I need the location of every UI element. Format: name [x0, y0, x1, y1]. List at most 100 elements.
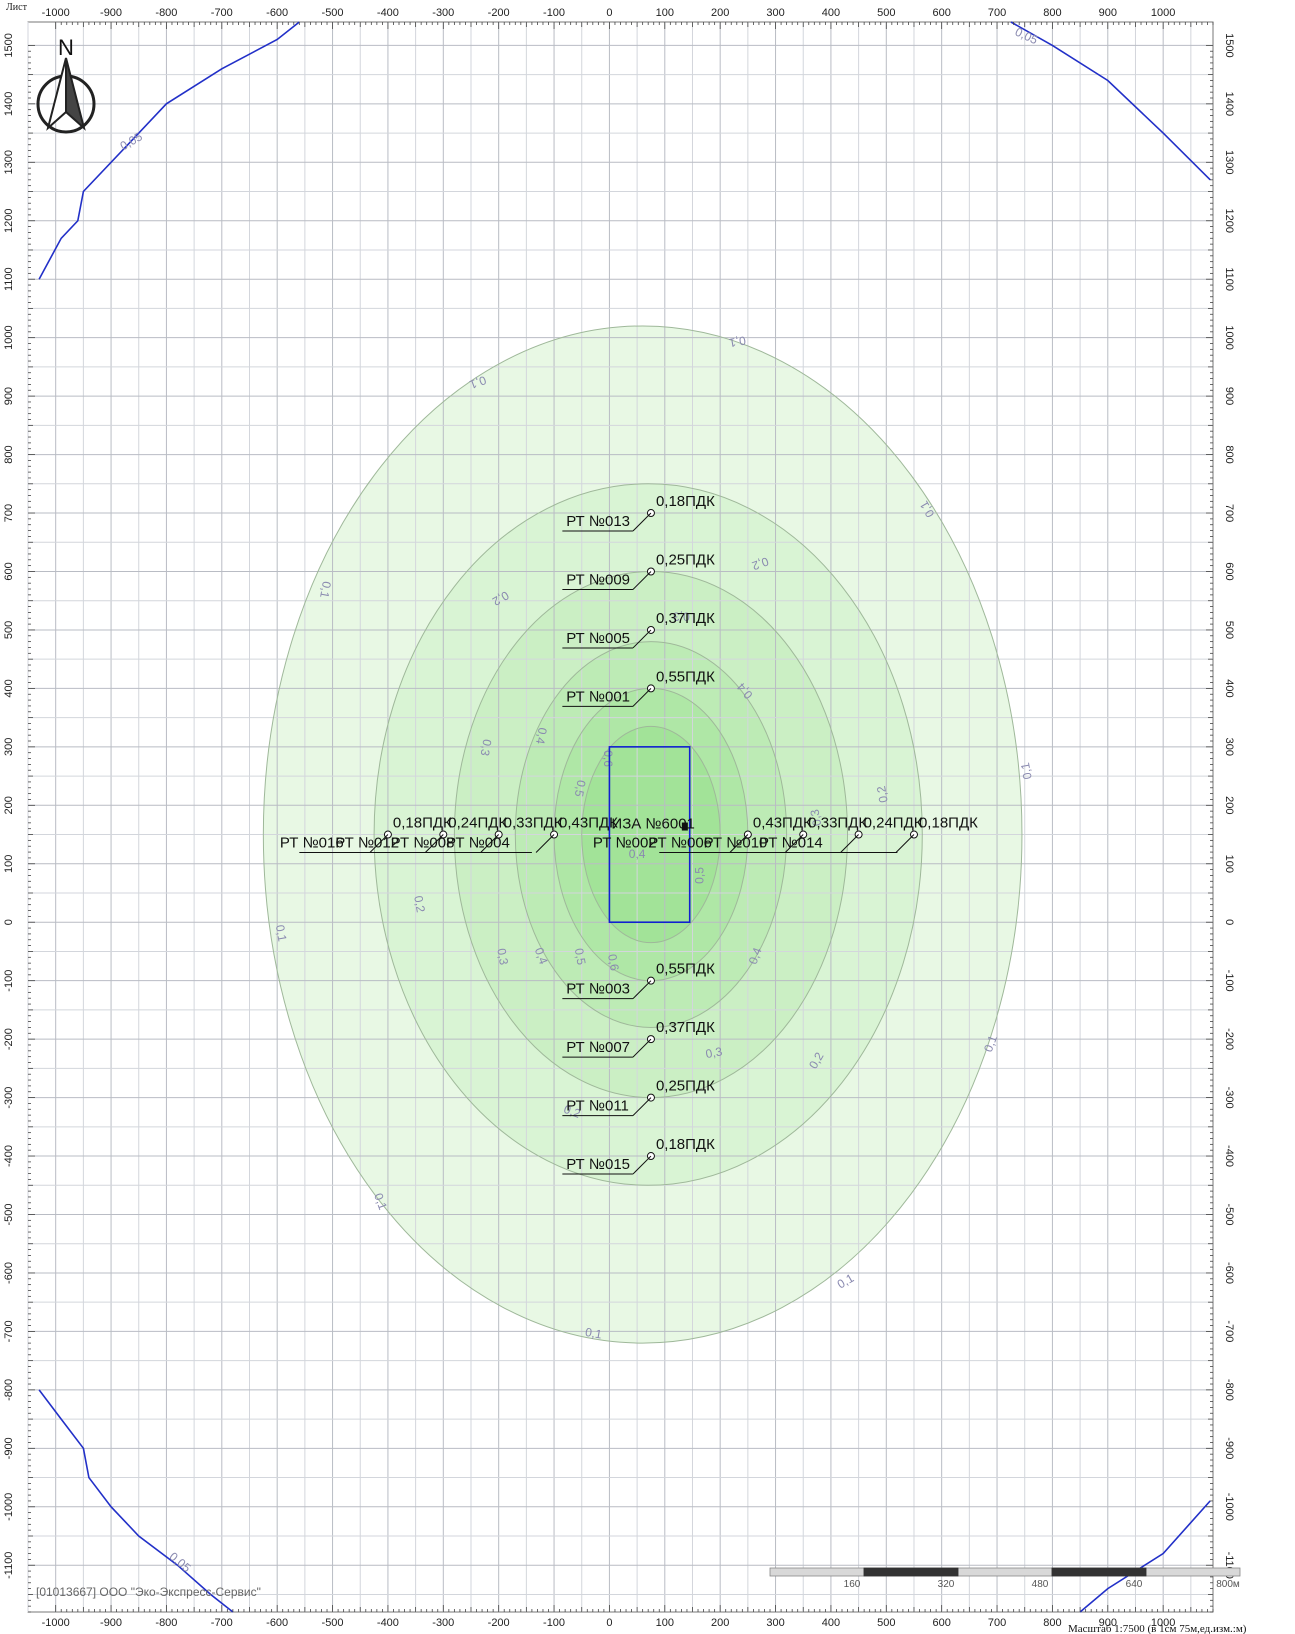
y-tick-left: -400	[3, 1145, 15, 1167]
y-tick-right: 1500	[1223, 33, 1235, 57]
y-tick-left: -1000	[3, 1493, 15, 1521]
isoline-label: 0,5	[693, 867, 707, 884]
scale-segment-light	[957, 1567, 1053, 1577]
x-tick-top: 0	[606, 7, 612, 19]
x-tick-bottom: -300	[432, 1617, 454, 1629]
y-tick-left: 1300	[3, 150, 15, 174]
y-tick-right: -400	[1223, 1145, 1235, 1167]
calc-point-value: 0,43ПДК	[559, 815, 618, 832]
scale-segment-dark	[1051, 1567, 1147, 1577]
calc-point[interactable]: РТ №005 0,37ПДК	[562, 610, 715, 649]
isoline-label: 0,05	[167, 1549, 194, 1575]
calc-point-value: 0,25ПДК	[656, 551, 715, 568]
y-tick-right: 600	[1223, 562, 1235, 580]
leader-diag	[895, 834, 915, 853]
scale-label: 320	[938, 1579, 955, 1590]
calc-point[interactable]: РТ №010 0,24ПДК	[704, 815, 923, 853]
y-tick-left: -300	[3, 1087, 15, 1109]
source-outline[interactable]	[608, 746, 691, 924]
calc-point-id: РТ №011	[566, 1098, 629, 1115]
x-tick-top: 600	[932, 7, 950, 19]
calc-point-id: РТ №001	[566, 688, 630, 705]
contour-line	[38, 1389, 234, 1613]
isoline-label: 0,1	[1018, 761, 1035, 780]
calc-point-id: РТ №010	[704, 835, 768, 852]
calc-point-id: РТ №006	[648, 835, 712, 852]
source-label: ИЗА №6001	[611, 816, 694, 833]
isoline	[581, 725, 721, 944]
y-tick-left: 500	[3, 621, 15, 639]
isoline-label: 0,4	[746, 945, 765, 966]
y-tick-right: 300	[1223, 738, 1235, 756]
calc-point-value: 0,37ПДК	[656, 610, 715, 627]
organization-label: [01013667] ООО "Эко-Экспресс-Сервис"	[36, 1585, 261, 1599]
leader-diag	[535, 834, 555, 853]
calc-point[interactable]: РТ №014 0,18ПДК	[759, 815, 978, 853]
calc-point-value: 0,43ПДК	[753, 815, 812, 832]
x-tick-top: 300	[766, 7, 784, 19]
x-tick-bottom: 800	[1043, 1617, 1061, 1629]
isoline-label: 0,2	[750, 554, 771, 573]
calc-point[interactable]: РТ №012 0,24ПДК	[335, 815, 507, 853]
y-tick-right: 1000	[1223, 325, 1235, 349]
leader-diag	[840, 834, 859, 853]
x-tick-top: -300	[432, 7, 454, 19]
y-tick-right: 100	[1223, 855, 1235, 873]
calc-point-value: 0,18ПДК	[393, 815, 452, 832]
leader-diag	[632, 571, 652, 590]
y-tick-left: 900	[3, 387, 15, 405]
emission-source[interactable]: ИЗА №6001	[608, 746, 695, 924]
x-tick-top: 900	[1099, 7, 1117, 19]
calc-point-value: 0,18ПДК	[656, 1136, 715, 1153]
calc-point[interactable]: РТ №007 0,37ПДК	[562, 1019, 715, 1058]
leader-diag	[632, 688, 652, 707]
calc-point[interactable]: РТ №015 0,18ПДК	[562, 1136, 715, 1175]
y-tick-right: -300	[1223, 1087, 1235, 1109]
calc-point-id: РТ №004	[446, 835, 510, 852]
calc-point[interactable]: РТ №016 0,18ПДК	[280, 815, 452, 853]
calc-point[interactable]: РТ №003 0,55ПДК	[562, 961, 715, 1000]
calc-point[interactable]: РТ №013 0,18ПДК	[562, 493, 715, 532]
calc-point[interactable]: РТ №006 0,33ПДК	[648, 815, 867, 853]
y-tick-left: -600	[3, 1262, 15, 1284]
y-tick-right: -100	[1223, 970, 1235, 992]
isoline-label: 0,5	[572, 779, 589, 798]
calc-point-id: РТ №012	[335, 835, 399, 852]
leader-diag	[632, 1097, 652, 1116]
x-tick-bottom: -900	[100, 1617, 122, 1629]
x-tick-top: -500	[322, 7, 344, 19]
isoline	[373, 483, 923, 1186]
y-tick-right: -900	[1223, 1437, 1235, 1459]
x-tick-bottom: -600	[266, 1617, 288, 1629]
x-tick-bottom: 1000	[1151, 1617, 1175, 1629]
y-tick-right: -200	[1223, 1028, 1235, 1050]
x-tick-top: -400	[377, 7, 399, 19]
calc-point[interactable]: РТ №008 0,33ПДК	[391, 815, 563, 853]
y-tick-left: 400	[3, 679, 15, 697]
calc-point[interactable]: РТ №011 0,25ПДК	[562, 1078, 715, 1117]
calc-point[interactable]: РТ №009 0,25ПДК	[562, 551, 715, 590]
y-tick-left: -100	[3, 970, 15, 992]
y-tick-right: 800	[1223, 445, 1235, 463]
calc-point[interactable]: РТ №004 0,43ПДК	[446, 815, 618, 853]
y-tick-right: -600	[1223, 1262, 1235, 1284]
calc-point-value: 0,37ПДК	[656, 1019, 715, 1036]
calc-point-id: РТ №015	[566, 1156, 630, 1173]
x-tick-bottom: 0	[606, 1617, 612, 1629]
x-tick-top: -1000	[42, 7, 70, 19]
isoline-label: 0,6	[605, 953, 622, 972]
calc-point[interactable]: РТ №002 0,43ПДК	[593, 815, 812, 853]
isoline-label: 0,1	[981, 1033, 1000, 1054]
y-tick-right: 900	[1223, 387, 1235, 405]
calc-point[interactable]: РТ №001 0,55ПДК	[562, 668, 715, 707]
scale-label: 640	[1126, 1579, 1143, 1590]
y-tick-right: 1400	[1223, 92, 1235, 116]
scale-label: 160	[844, 1579, 861, 1590]
scale-note: Масштаб 1:7500 (в 1см 75м,ед.изм.:м)	[1068, 1623, 1247, 1634]
x-tick-top: 700	[988, 7, 1006, 19]
isoline-label: 0,3	[494, 947, 511, 966]
x-tick-top: -800	[155, 7, 177, 19]
calc-point-id: РТ №002	[593, 835, 657, 852]
leader-diag	[632, 1155, 652, 1175]
